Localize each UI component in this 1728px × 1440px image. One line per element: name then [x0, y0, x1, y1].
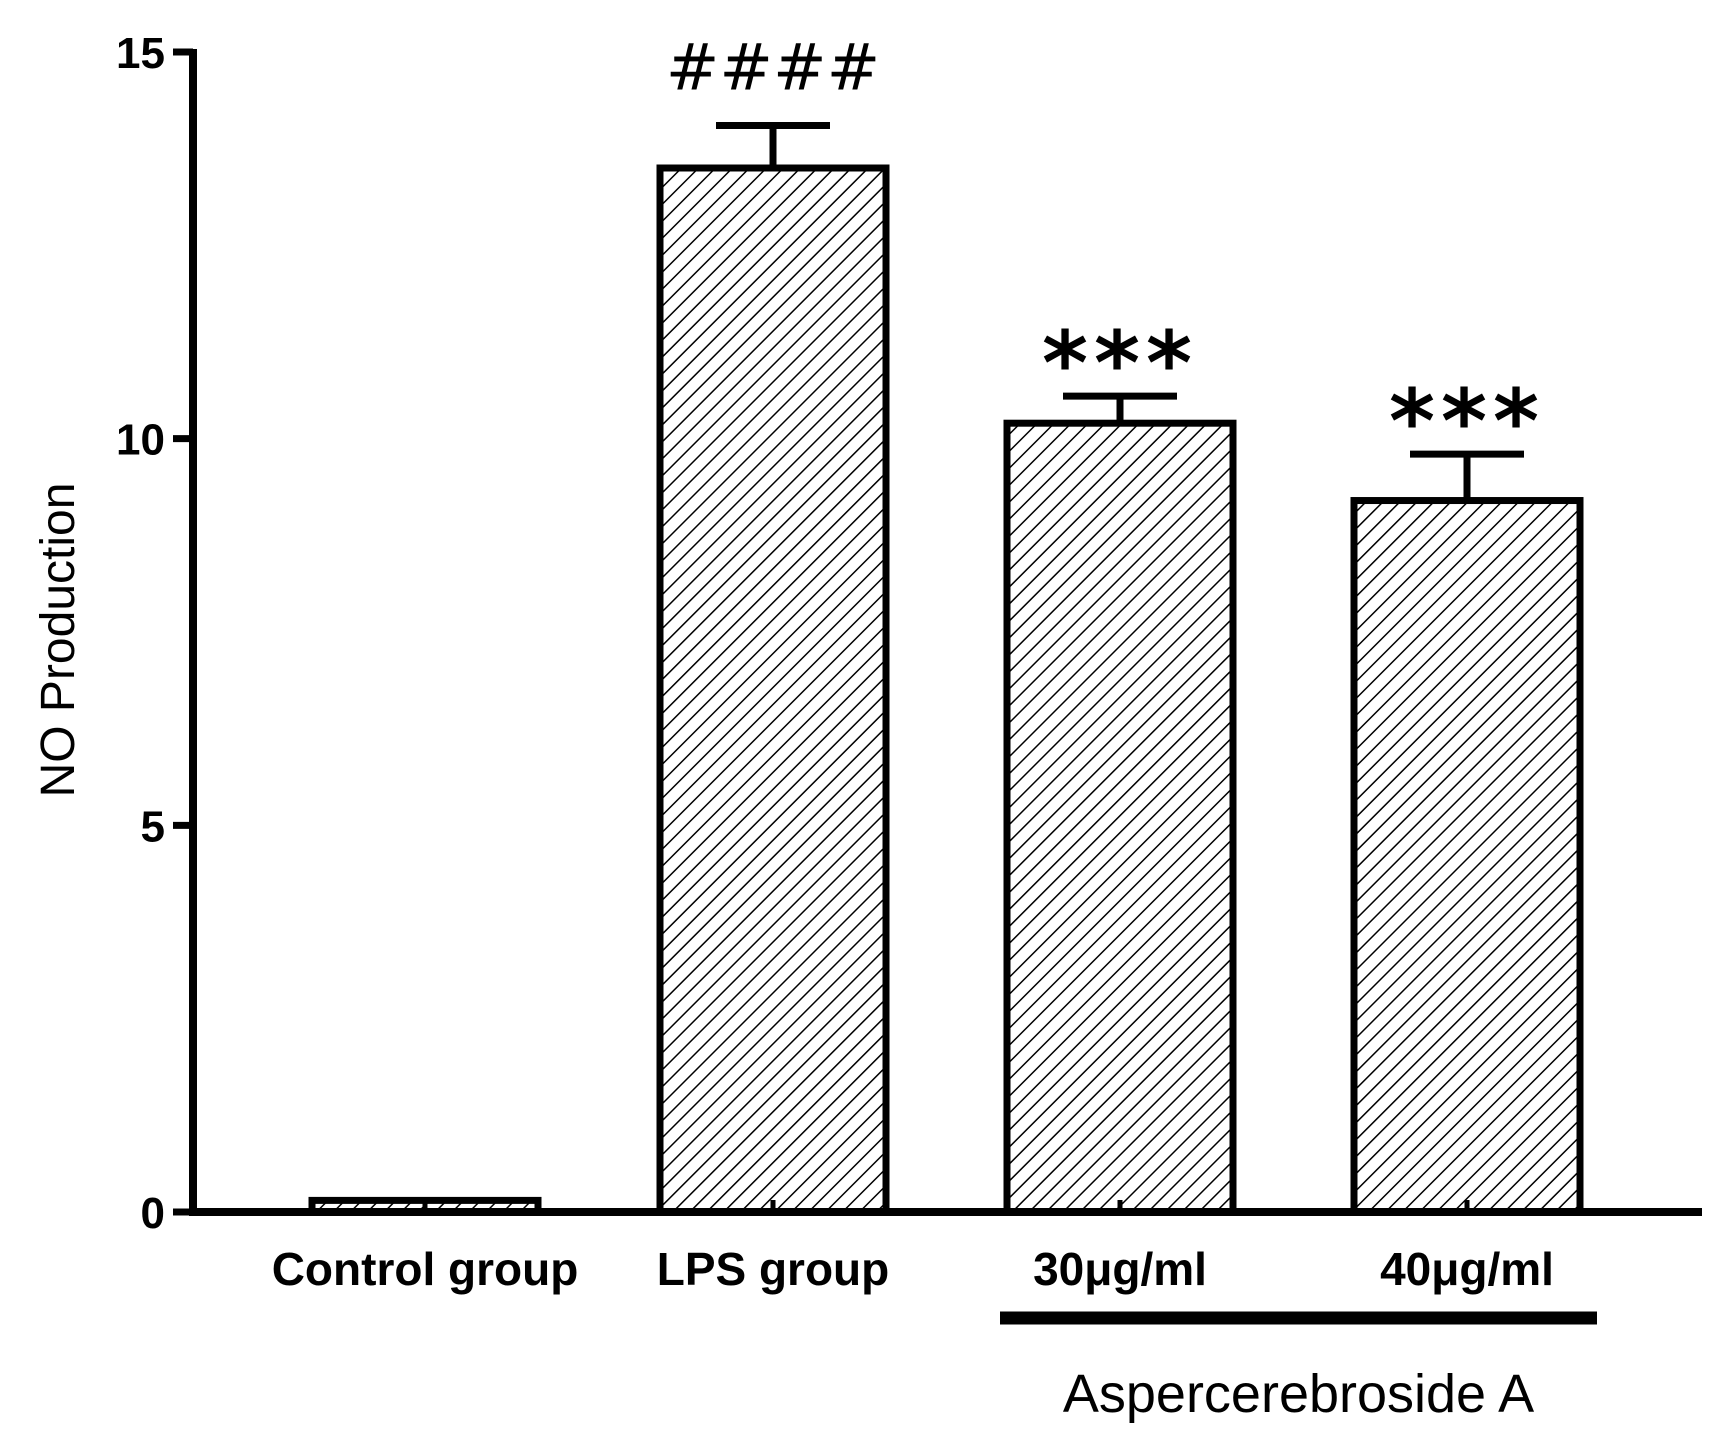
x-tick-label: 40μg/ml: [1380, 1243, 1554, 1295]
y-tick-label: 10: [116, 416, 165, 465]
bar: [656, 164, 890, 1216]
group-bracket: Aspercerebroside A: [1000, 1311, 1597, 1424]
bar: [1350, 497, 1584, 1216]
bar: [1003, 419, 1237, 1216]
significance-label: ####: [666, 31, 881, 105]
group-bracket-label: Aspercerebroside A: [1063, 1364, 1534, 1424]
x-tick-label: 30μg/ml: [1033, 1243, 1207, 1295]
plot-area: Control group #### LPS group *** 30μg/ml *** 4…: [116, 29, 1702, 1295]
x-tick-label: LPS group: [657, 1243, 890, 1295]
y-axis-label: NO Production: [32, 483, 85, 798]
y-tick-label: 5: [141, 802, 165, 851]
x-tick-label: Control group: [272, 1243, 579, 1295]
y-tick-label: 0: [141, 1189, 165, 1238]
y-tick-label: 15: [116, 29, 165, 78]
significance-label: ***: [1389, 370, 1545, 473]
significance-label: ***: [1042, 312, 1198, 415]
